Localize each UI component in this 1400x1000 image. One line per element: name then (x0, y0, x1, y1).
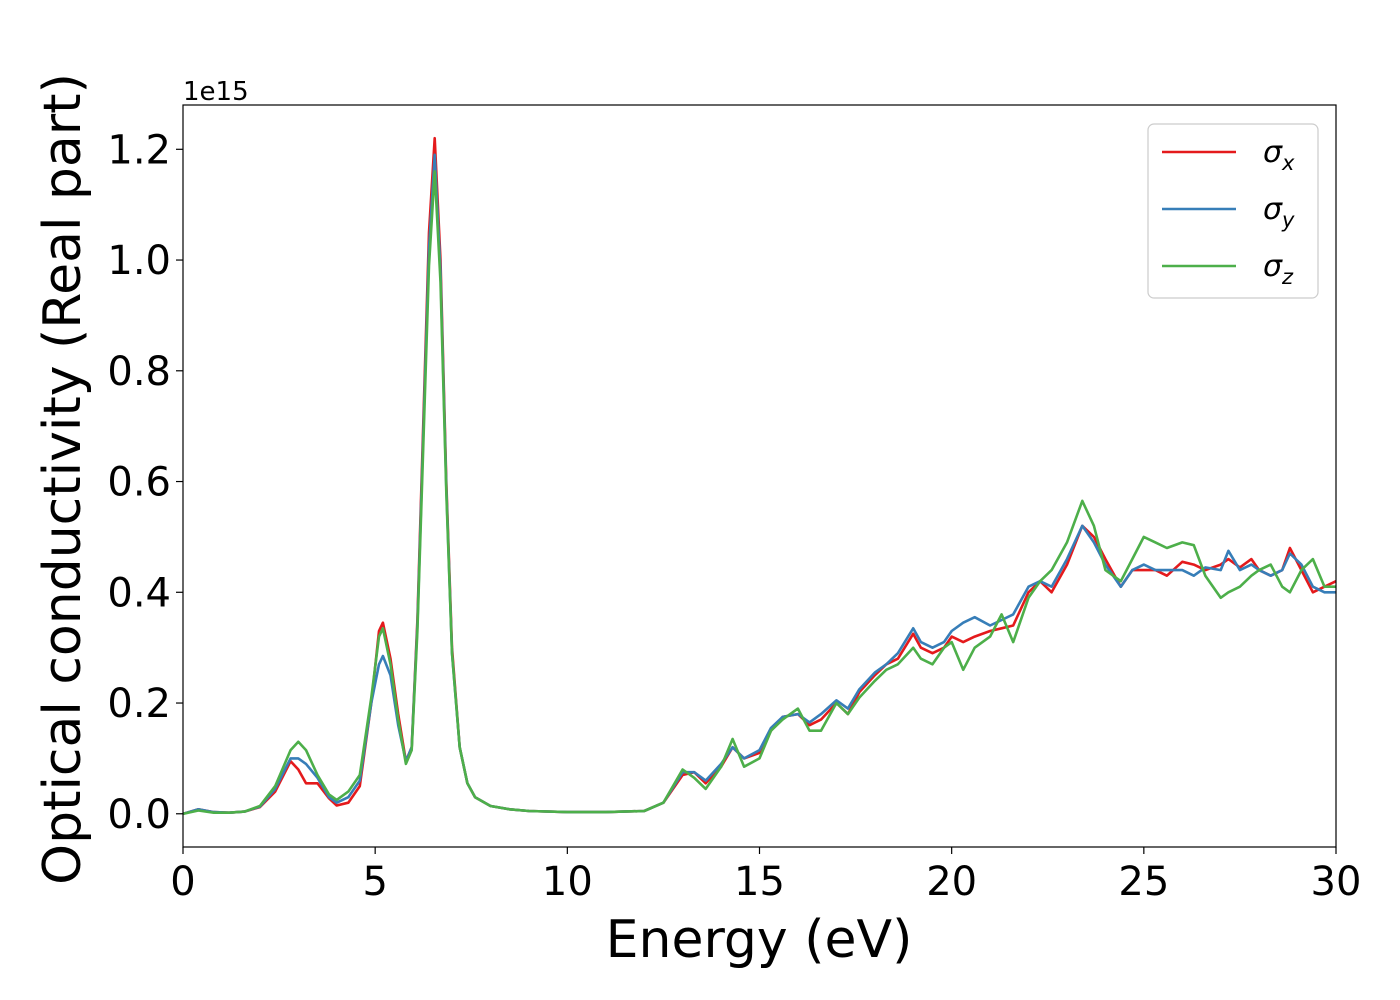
series-line-z (183, 170, 1336, 816)
x-axis-label: Energy (eV) (606, 910, 913, 970)
x-tick-label: 15 (734, 859, 785, 905)
y-axis-label: Optical conductivity (Real part) (33, 73, 93, 885)
x-tick-label: 25 (1118, 859, 1169, 905)
legend-label-x: σx (1263, 135, 1295, 175)
x-tick-label: 20 (926, 859, 977, 905)
plot-frame (182, 104, 1337, 848)
x-tick-label: 10 (542, 859, 593, 905)
series-line-y (183, 153, 1336, 816)
y-offset-label: 1e15 (183, 77, 249, 107)
series-layer (183, 136, 1336, 816)
legend-box (1147, 123, 1319, 299)
y-tick-label: 0.6 (107, 460, 171, 506)
legend-label-y: σy (1263, 192, 1295, 232)
x-axis-ticks: 0 5 10 15 20 25 30 (170, 847, 1361, 905)
x-tick-label: 0 (170, 859, 195, 905)
y-tick-label: 1.2 (107, 127, 171, 173)
legend-label-z: σz (1263, 249, 1294, 289)
y-tick-label: 1.0 (107, 238, 171, 284)
x-tick-label: 30 (1311, 859, 1362, 905)
y-tick-label: 0.8 (107, 349, 171, 395)
legend: σx σy σz (1147, 123, 1319, 299)
y-axis-ticks: 0.0 0.2 0.4 0.6 0.8 1.0 1.2 (107, 127, 183, 838)
y-tick-label: 0.2 (107, 681, 171, 727)
x-tick-label: 5 (362, 859, 387, 905)
y-tick-label: 0.4 (107, 570, 171, 616)
y-tick-label: 0.0 (107, 792, 171, 838)
